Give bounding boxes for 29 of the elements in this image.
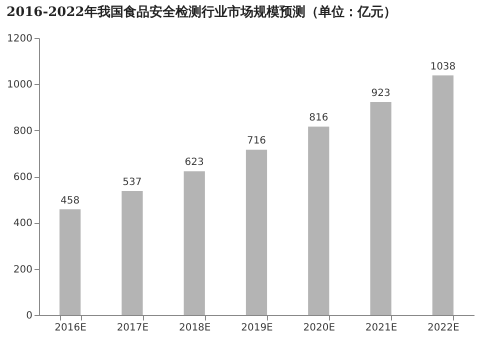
chart-title: 2016-2022年我国食品安全检测行业市场规模预测（单位：亿元）: [6, 4, 396, 20]
y-tick-label: 0: [26, 310, 32, 322]
x-tick-label: 2019E: [241, 322, 273, 334]
data-label: 623: [184, 157, 204, 168]
data-label: 923: [371, 88, 390, 99]
x-tick-label: 2021E: [365, 322, 398, 334]
y-tick-label: 200: [13, 264, 32, 276]
x-tick-label: 2017E: [116, 322, 149, 334]
y-tick-label: 1000: [7, 80, 32, 91]
bar: [60, 209, 81, 315]
data-label: 537: [122, 177, 142, 188]
x-tick-label: 2018E: [178, 322, 211, 334]
y-tick-label: 1200: [7, 34, 32, 44]
y-tick-label: 400: [13, 218, 32, 230]
y-tick-label: 800: [13, 126, 32, 137]
data-label: 716: [246, 136, 266, 147]
data-label: 1038: [430, 61, 456, 72]
bar: [184, 171, 205, 315]
bar: [122, 191, 143, 315]
bar: [432, 75, 454, 315]
bar: [246, 150, 268, 315]
data-label: 458: [60, 195, 80, 206]
x-tick-label: 2020E: [303, 322, 336, 334]
data-label: 816: [309, 112, 328, 124]
bar: [370, 102, 392, 315]
x-tick-label: 2016E: [54, 322, 86, 334]
bar: [308, 126, 330, 315]
y-tick-label: 600: [13, 172, 32, 183]
x-tick-label: 2022E: [428, 322, 460, 334]
